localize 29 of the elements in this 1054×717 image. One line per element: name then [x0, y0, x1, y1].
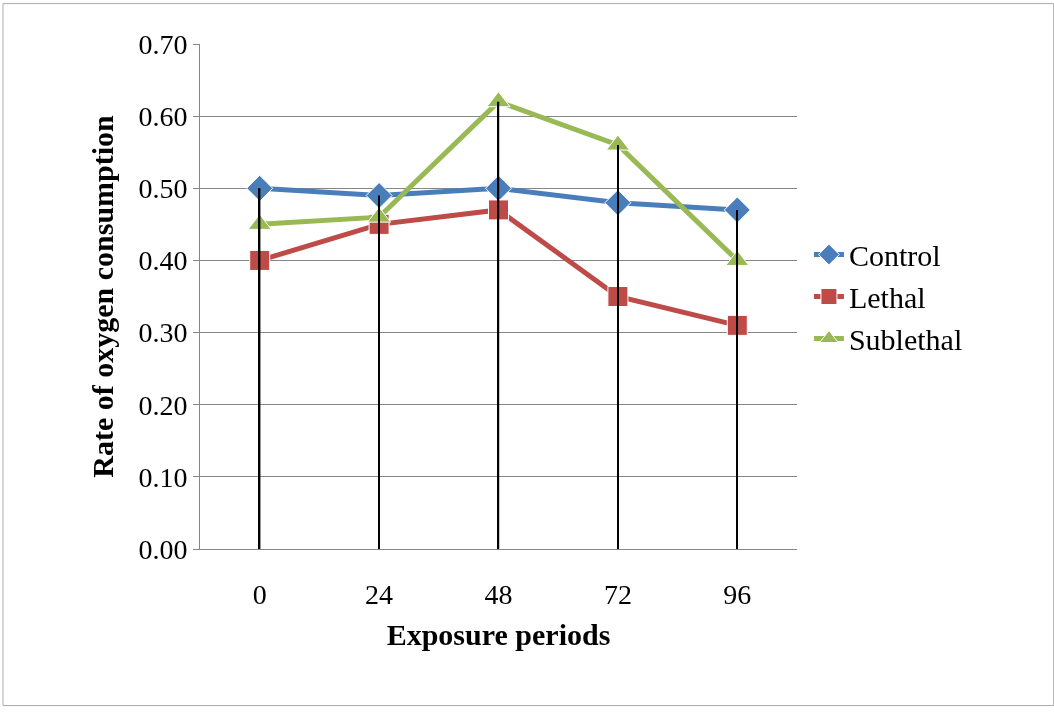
point — [365, 182, 393, 209]
bar — [378, 195, 380, 549]
y-tick-label: 0.10 — [138, 461, 188, 493]
y-tick-label: 0.40 — [138, 245, 188, 277]
x-tick-label: 48 — [484, 578, 513, 610]
legend-label: Control — [848, 239, 941, 273]
legend-label: Lethal — [848, 281, 926, 315]
legend-label: Sublethal — [848, 323, 963, 357]
x-tick-label: 0 — [252, 578, 267, 610]
point — [726, 314, 748, 336]
y-tick-label: 0.30 — [138, 317, 188, 349]
point — [488, 199, 509, 221]
y-axis-title: Rate of oxygen consumption — [86, 114, 120, 478]
point — [607, 286, 629, 307]
x-axis-title: Exposure periods — [386, 618, 611, 652]
x-tick-label: 24 — [365, 578, 394, 610]
bar — [617, 145, 619, 549]
point — [246, 174, 274, 202]
y-tick-label: 0.70 — [138, 28, 188, 60]
point — [249, 249, 271, 271]
y-tick-label: 0.20 — [138, 389, 188, 421]
y-tick-label: 0.00 — [138, 533, 188, 565]
y-tick-label: 0.60 — [138, 100, 188, 132]
point — [723, 196, 751, 224]
bar — [497, 101, 500, 549]
bar — [736, 209, 739, 549]
x-tick-label: 96 — [723, 578, 752, 610]
y-tick-label: 0.50 — [138, 173, 188, 205]
x-tick-label: 72 — [603, 578, 632, 610]
